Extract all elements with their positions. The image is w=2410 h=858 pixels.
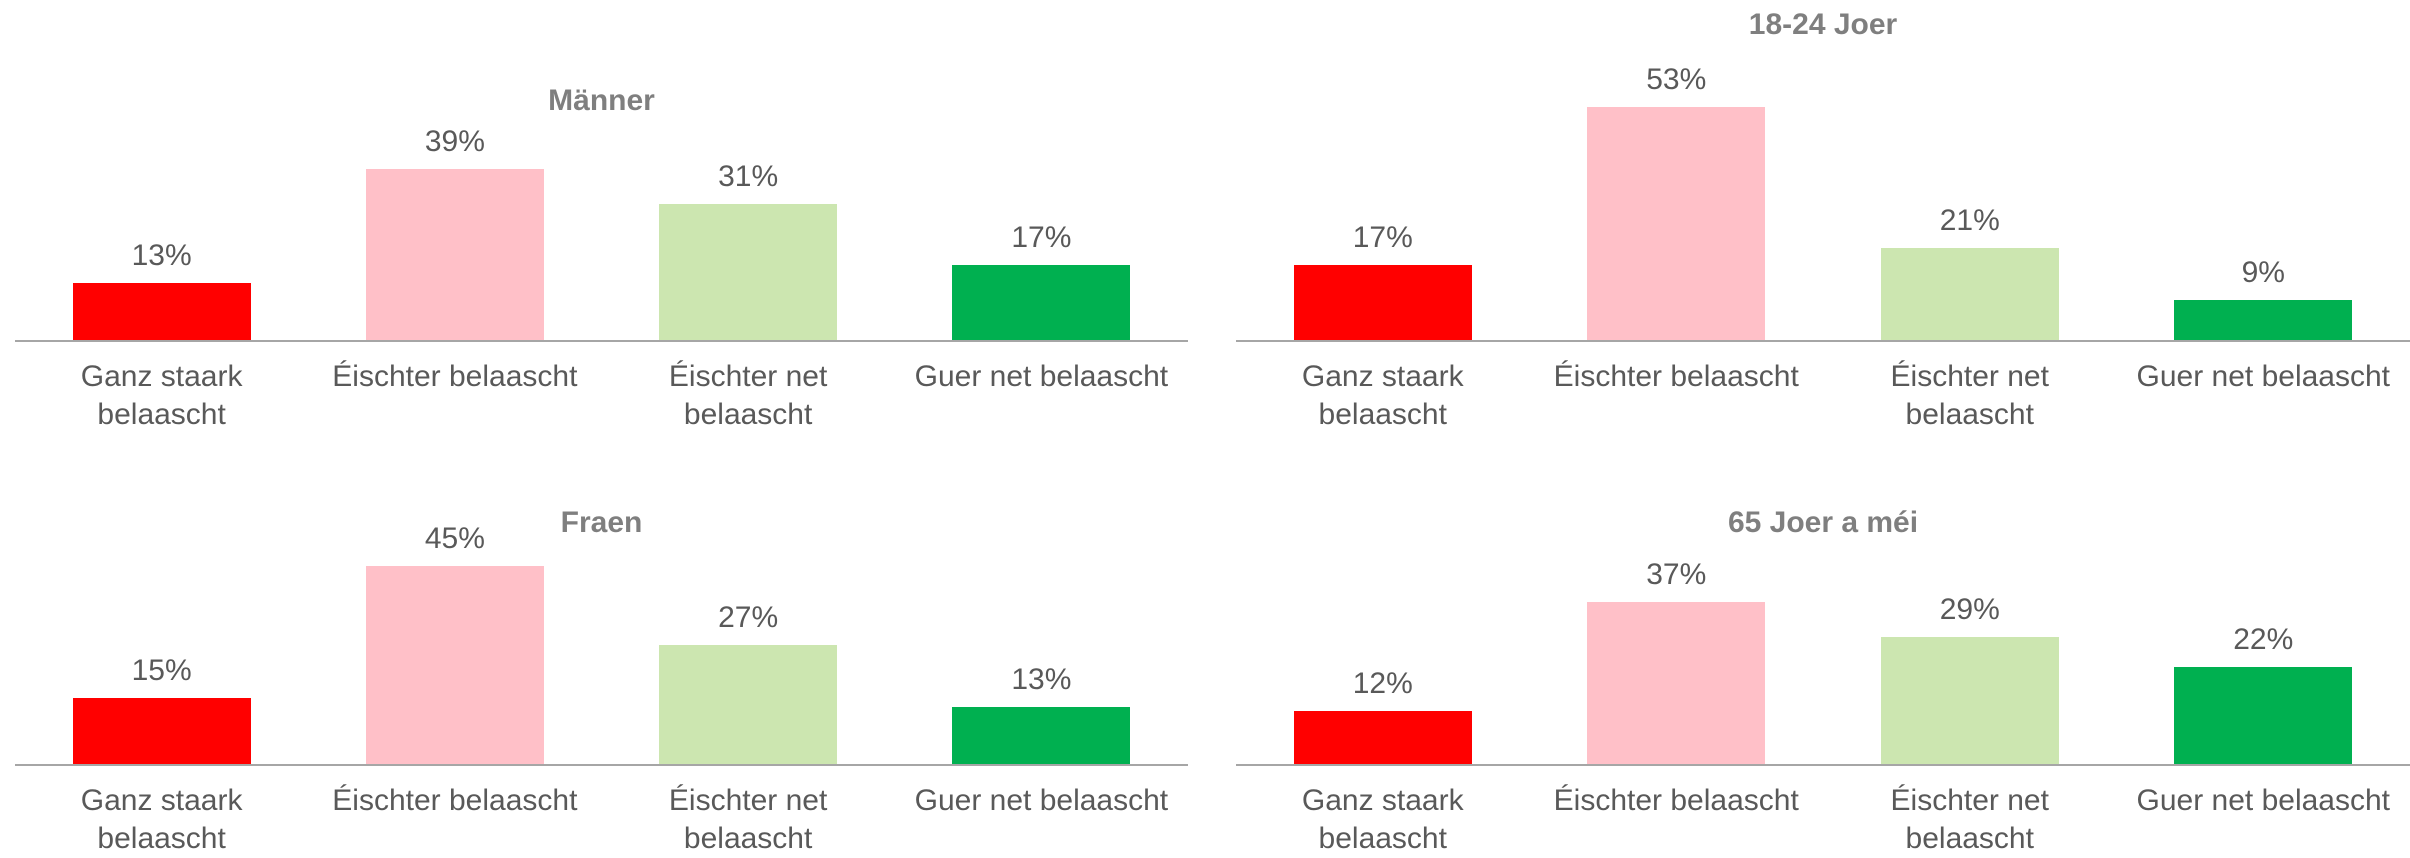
bar xyxy=(659,203,838,340)
bar xyxy=(2174,300,2353,340)
value-label: 15% xyxy=(131,654,192,688)
bar xyxy=(1293,711,1472,764)
category-label: Ganz staark belaascht xyxy=(1301,360,1464,431)
bar xyxy=(952,265,1131,340)
category-label: Guer net belaascht xyxy=(2136,360,2391,393)
category-label: Ganz staark belaascht xyxy=(1301,784,1464,855)
category-label: Guer net belaascht xyxy=(914,360,1169,393)
value-label: 29% xyxy=(1939,592,2000,626)
bar xyxy=(1293,265,1472,340)
category-label: Guer net belaascht xyxy=(914,784,1169,817)
chart-title: Fraen xyxy=(560,506,643,539)
category-label: Éischter belaascht xyxy=(1553,784,1799,817)
category-label: Ganz staark belaascht xyxy=(80,784,243,855)
bar xyxy=(2174,667,2353,764)
bar xyxy=(72,698,251,764)
bar xyxy=(72,282,251,340)
value-label: 17% xyxy=(1011,221,1072,255)
axis-line xyxy=(1236,340,2410,342)
category-label: Éischter belaascht xyxy=(332,360,578,393)
value-label: 53% xyxy=(1646,63,1707,97)
category-label: Guer net belaascht xyxy=(2136,784,2391,817)
value-label: 39% xyxy=(424,124,485,158)
category-label: Ganz staark belaascht xyxy=(80,360,243,431)
axis-line xyxy=(15,764,1188,766)
value-label: 22% xyxy=(2233,623,2294,657)
category-label: Éischter net belaascht xyxy=(1890,784,2049,855)
chart-title: 65 Joer a méi xyxy=(1727,506,1919,539)
value-label: 12% xyxy=(1352,667,1413,701)
category-label: Éischter net belaascht xyxy=(1890,360,2049,431)
value-label: 21% xyxy=(1939,203,2000,237)
value-label: 9% xyxy=(2241,256,2285,290)
bar xyxy=(365,168,544,340)
axis-line xyxy=(1236,764,2410,766)
category-label: Éischter net belaascht xyxy=(668,784,828,855)
category-label: Éischter belaascht xyxy=(1553,360,1799,393)
bar xyxy=(1880,247,2059,340)
value-label: 31% xyxy=(718,159,779,193)
bar xyxy=(365,566,544,764)
category-label: Éischter belaascht xyxy=(332,784,578,817)
value-label: 17% xyxy=(1352,221,1413,255)
value-label: 37% xyxy=(1646,557,1707,591)
bar xyxy=(1587,601,1766,764)
value-label: 13% xyxy=(1011,662,1072,696)
value-label: 45% xyxy=(424,522,485,556)
bar xyxy=(1880,636,2059,764)
chart-title: 18-24 Joer xyxy=(1748,8,1898,41)
value-label: 13% xyxy=(131,238,192,272)
value-label: 27% xyxy=(718,601,779,635)
chart-title: Männer xyxy=(548,84,655,117)
bar xyxy=(952,706,1131,764)
category-label: Éischter net belaascht xyxy=(668,360,828,431)
axis-line xyxy=(15,340,1188,342)
bar xyxy=(1587,107,1766,340)
bar xyxy=(659,645,838,764)
